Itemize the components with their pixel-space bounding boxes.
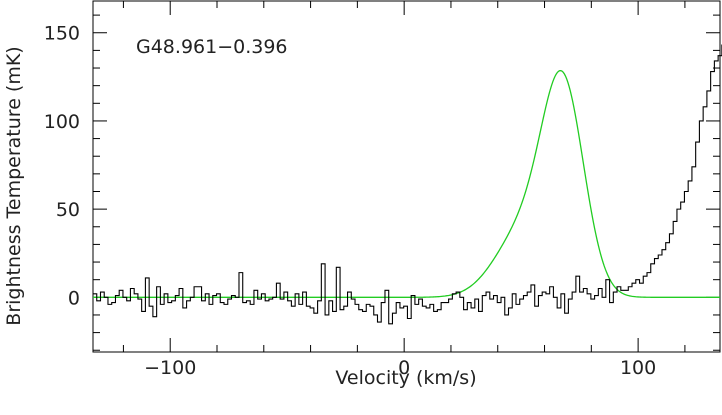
- y-tick-label: 0: [68, 287, 80, 309]
- axis-ticks: [93, 1, 720, 352]
- y-tick-label: 150: [44, 23, 80, 45]
- y-tick-label: 50: [56, 199, 80, 221]
- x-tick-label: 0: [398, 357, 410, 379]
- axis-tick-labels: −100 0 100 0 50 100 150: [44, 23, 657, 379]
- y-axis-title: Brightness Temperature (mK): [3, 46, 25, 325]
- plot-frame: [92, 0, 721, 353]
- x-tick-label: −100: [144, 357, 196, 379]
- plot-frame-group: [92, 0, 721, 353]
- source-name-annotation: G48.961−0.396: [136, 36, 288, 58]
- x-tick-label: 100: [620, 357, 656, 379]
- x-axis-title: Velocity (km/s): [335, 367, 476, 389]
- gaussian-fit-line: [93, 69, 720, 298]
- y-tick-label: 100: [44, 111, 80, 133]
- spectrum-step-line: [93, 44, 722, 325]
